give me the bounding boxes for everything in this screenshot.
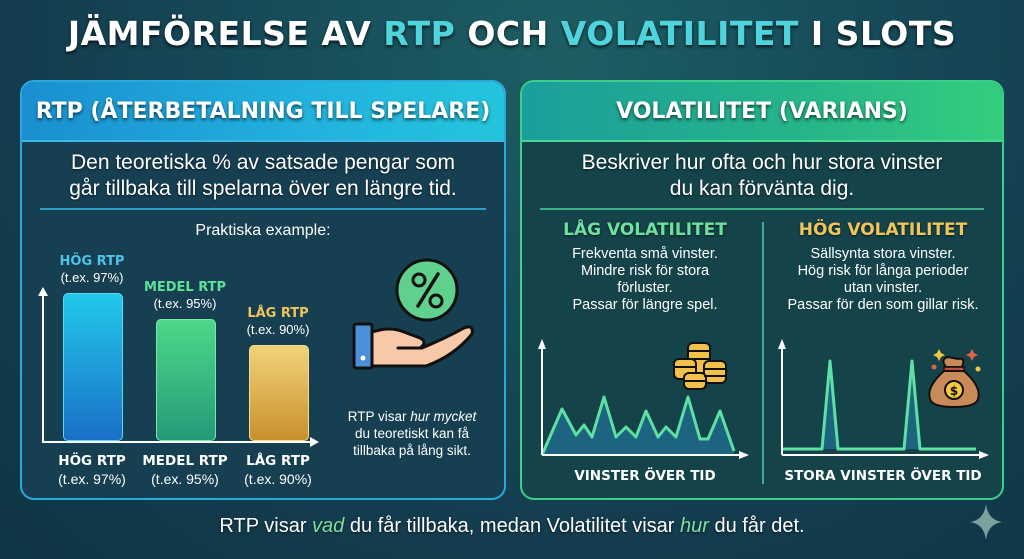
volatility-description-line: Beskriver hur ofta och hur stora vinster [581,151,943,174]
rtp-description-line: Den teoretiska % av satsade pengar som [70,151,456,174]
footer-italic: vad [312,515,345,537]
high-volatility-caption: STORA VINSTER ÖVER TID [784,468,982,484]
volatility-panel: VOLATILITET (VARIANS) Beskriver hur ofta… [520,80,1004,500]
bar-value: (t.ex. 90%) [244,471,312,487]
volatility-divider [540,208,984,210]
rtp-description: Den teoretiska % av satsade pengar som g… [22,150,504,202]
coin-stacks-icon [673,342,727,390]
title-text: I SLOTS [798,14,957,53]
high-volatility-title: HÖG VOLATILITET [798,220,968,240]
bar-label: LÅG RTP [247,306,309,321]
svg-text:$: $ [950,384,958,398]
examples-label: Praktiska example: [195,222,331,239]
low-volatility-line: Passar för längre spel. [572,297,718,313]
footer-text: RTP visar [219,515,313,537]
low-volatility-line: Frekventa små vinster. [572,246,718,262]
y-axis [42,294,44,442]
footer-italic: hur [680,515,709,537]
bar-bottom-label-medium: MEDEL RTP (t.ex. 95%) [135,452,235,488]
bar-label: HÖG RTP [59,254,125,269]
volatility-description: Beskriver hur ofta och hur stora vinster… [522,150,1002,202]
bar-value: (t.ex. 97%) [58,471,126,487]
note-text: RTP visar [347,409,411,424]
bar-label: MEDEL RTP [143,280,227,295]
low-volatility-column: LÅG VOLATILITET Frekventa små vinster. M… [530,220,760,314]
high-volatility-line: Hög risk för långa perioder [797,263,969,279]
y-axis-arrow-icon [38,287,48,296]
volatility-panel-header: VOLATILITET (VARIANS) [522,82,1002,142]
bar-label: MEDEL RTP [142,453,228,469]
low-volatility-title: LÅG VOLATILITET [563,220,727,240]
sparkle-icon [970,504,1002,540]
page-title: JÄMFÖRELSE AV RTP OCH VOLATILITET I SLOT… [0,14,1024,53]
bar-low-rtp [249,345,309,441]
bar-medium-rtp [156,319,216,441]
note-text: du teoretiskt kan få [354,426,470,441]
high-volatility-line: Passar för den som gillar risk. [787,297,979,313]
title-text: OCH [455,14,561,53]
title-accent-rtp: RTP [383,14,456,53]
bar-value: (t.ex. 95%) [151,471,219,487]
hand-percent-icon [352,258,474,370]
x-axis-arrow-icon [310,437,319,447]
low-volatility-line: förluster. [617,280,673,296]
x-axis [42,441,312,443]
bar-top-label-high: HÖG RTP (t.ex. 97%) [42,254,142,286]
low-volatility-line: Mindre risk för stora [580,263,710,279]
high-volatility-line: utan vinster. [843,280,923,296]
rtp-note: RTP visar hur mycket du teoretiskt kan f… [332,408,492,459]
title-accent-volatility: VOLATILITET [560,14,799,53]
bar-value: (t.ex. 90%) [246,322,310,337]
footer-text: du får tillbaka, medan Volatilitet visar [344,515,681,537]
bar-top-label-medium: MEDEL RTP (t.ex. 95%) [135,280,235,312]
bar-bottom-label-low: LÅG RTP (t.ex. 90%) [228,452,328,488]
high-volatility-column: HÖG VOLATILITET Sällsynta stora vinster.… [768,220,998,314]
low-volatility-chart [538,339,749,459]
volatility-description-line: du kan förvänta dig. [669,177,855,200]
bar-bottom-label-high: HÖG RTP (t.ex. 97%) [42,452,142,488]
money-bag-icon: $ [928,349,981,409]
bar-value: (t.ex. 95%) [153,296,217,311]
footer-summary: RTP visar vad du får tillbaka, medan Vol… [0,515,1024,538]
bar-high-rtp [63,293,123,441]
rtp-panel: RTP (ÅTERBETALNING TILL SPELARE) Den teo… [20,80,506,500]
note-italic: hur mycket [410,409,477,424]
bar-label: HÖG RTP [58,453,126,469]
bar-label: LÅG RTP [246,453,310,469]
high-volatility-line: Sällsynta stora vinster. [810,246,956,262]
bar-top-label-low: LÅG RTP (t.ex. 90%) [228,306,328,338]
high-volatility-chart: $ [778,339,989,459]
rtp-panel-header: RTP (ÅTERBETALNING TILL SPELARE) [22,82,504,142]
footer-text: du får det. [708,515,805,537]
title-text: JÄMFÖRELSE AV [67,14,384,53]
column-separator [762,222,764,484]
bar-value: (t.ex. 97%) [60,270,124,285]
rtp-divider [40,208,486,210]
note-text: tillbaka på lång sikt. [353,443,471,458]
rtp-description-line: går tillbaka till spelarna över en längr… [69,177,457,200]
low-volatility-caption: VINSTER ÖVER TID [574,468,716,484]
